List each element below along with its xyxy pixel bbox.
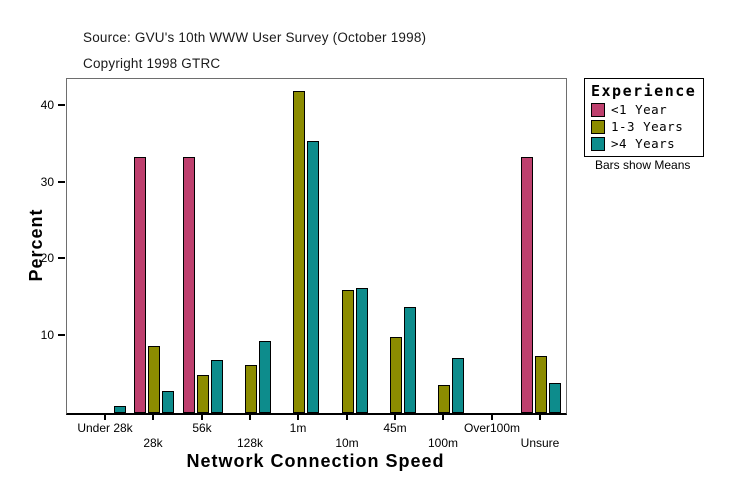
bar-28k-series0 [134,157,146,413]
legend-note: Bars show Means [595,158,691,172]
legend-title: Experience [591,82,697,100]
bar-45m-series2 [404,307,416,413]
x-tick-6 [394,414,396,420]
x-tick-1 [152,414,154,420]
x-tick-label-5: 10m [335,436,359,450]
legend-swatch-1 [591,119,605,134]
x-tick-3 [249,414,251,420]
x-tick-label-0: Under 28k [77,421,133,435]
y-tick-40 [58,104,65,106]
bar-1m-series1 [293,91,305,413]
bar-unsure-series2 [549,383,561,413]
bar-100m-series1 [438,385,450,413]
legend-item-label-1: 1-3 Years [611,119,684,134]
legend-swatch-0 [591,102,605,117]
legend-item-2: >4 Years [591,136,697,151]
bar-100m-series2 [452,358,464,413]
bar-56k-series0 [183,157,195,413]
bar-28k-series1 [148,346,160,413]
bar-56k-series1 [197,375,209,413]
y-tick-label-40: 40 [40,98,54,112]
bar-unsure-series1 [535,356,547,413]
x-tick-label-7: 100m [427,436,459,450]
legend-item-0: <1 Year [591,102,697,117]
bar-45m-series1 [390,337,402,413]
x-tick-label-9: Unsure [520,436,560,450]
x-tick-8 [491,414,493,420]
x-tick-label-8: Over100m [463,421,521,435]
y-tick-30 [58,181,65,183]
bar-128k-series1 [245,365,257,413]
bar-under-28k-series2 [114,406,126,413]
x-tick-4 [297,414,299,420]
x-tick-7 [442,414,444,420]
y-tick-10 [58,334,65,336]
bar-unsure-series0 [521,157,533,413]
x-tick-2 [201,414,203,420]
x-tick-label-2: 56k [192,421,212,435]
x-tick-label-4: 1m [289,421,307,435]
x-tick-0 [104,414,106,420]
bar-28k-series2 [162,391,174,413]
x-tick-label-3: 128k [236,436,264,450]
y-tick-label-10: 10 [40,328,54,342]
x-axis-title: Network Connection Speed [186,451,445,471]
bar-128k-series2 [259,341,271,413]
x-tick-label-1: 28k [143,436,163,450]
copyright-text: Copyright 1998 GTRC [83,56,221,71]
bar-1m-series2 [307,141,319,413]
legend-item-label-2: >4 Years [611,136,676,151]
legend-items: <1 Year 1-3 Years >4 Years [591,102,697,151]
bar-10m-series1 [342,290,354,413]
y-tick-label-20: 20 [40,251,54,265]
y-tick-label-30: 30 [40,175,54,189]
x-tick-9 [539,414,541,420]
legend-item-1: 1-3 Years [591,119,697,134]
plot-area [66,78,567,415]
bar-10m-series2 [356,288,368,413]
legend-item-label-0: <1 Year [611,102,668,117]
x-tick-5 [346,414,348,420]
y-tick-20 [58,257,65,259]
legend-swatch-2 [591,136,605,151]
bar-56k-series2 [211,360,223,413]
x-tick-label-6: 45m [383,421,407,435]
legend-box: Experience <1 Year 1-3 Years >4 Years [584,78,704,157]
source-text: Source: GVU's 10th WWW User Survey (Octo… [83,30,427,45]
